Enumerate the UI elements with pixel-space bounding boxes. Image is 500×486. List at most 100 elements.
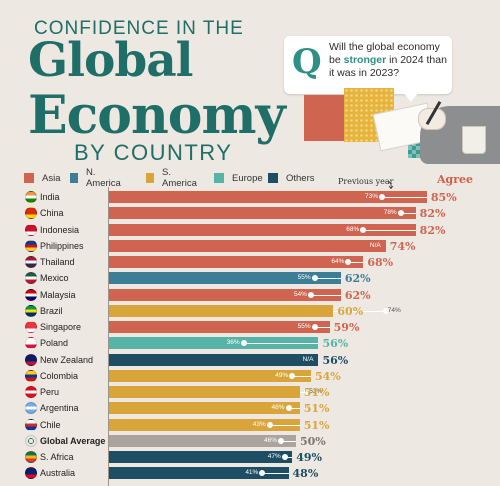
illustration-red-block: [304, 95, 344, 141]
previous-year-dot: [379, 194, 386, 200]
legend-swatch: [214, 173, 224, 183]
country-label: Chile: [40, 419, 61, 430]
previous-year-dot: [281, 454, 288, 460]
previous-year-dot: [289, 373, 296, 379]
flag-icon: [25, 207, 37, 219]
previous-year-dot: [304, 389, 311, 395]
flag-icon: [25, 354, 37, 366]
flag-icon: [25, 191, 37, 203]
title-global: Global: [28, 33, 194, 88]
previous-year-line: [314, 277, 341, 279]
flag-icon: [25, 435, 37, 447]
flag-icon: [25, 402, 37, 414]
country-label: India: [40, 191, 60, 202]
bar: [109, 207, 416, 219]
question-part-2: in 2024 than it was in 2023?: [329, 54, 447, 79]
previous-year-dot: [240, 340, 247, 346]
previous-year-dot: [382, 308, 389, 314]
flag-icon: [25, 467, 37, 479]
previous-year-line: [310, 294, 341, 296]
previous-year-line: [288, 407, 300, 409]
question-bubble-tail: [403, 92, 419, 102]
flag-icon: [25, 240, 37, 252]
legend-item: S. America: [146, 167, 199, 189]
question-text: Will the global economy be stronger in 2…: [329, 41, 447, 80]
value-label: 62%: [344, 271, 371, 285]
country-label: Argentina: [40, 402, 79, 413]
bar: [109, 354, 319, 366]
legend-label: S. America: [162, 167, 197, 189]
country-label: Philippines: [40, 240, 84, 251]
legend-label: Europe: [232, 172, 263, 184]
value-label: 51%: [303, 418, 330, 432]
value-label: 56%: [322, 353, 349, 367]
country-label: S. Africa: [40, 451, 74, 462]
previous-year-dot: [311, 324, 318, 330]
value-label: 51%: [303, 385, 330, 399]
legend-label: Asia: [42, 172, 61, 184]
legend-item: N. America: [70, 167, 123, 189]
flag-icon: [25, 419, 37, 431]
bar: [109, 224, 416, 236]
bar: [109, 191, 427, 203]
title-line-1: CONFIDENCE IN THE: [34, 18, 244, 39]
previous-year-label: 36%: [226, 339, 240, 346]
country-label: Global Average: [40, 435, 106, 446]
illustration-hand: [418, 108, 446, 130]
illustration-cup: [462, 126, 486, 154]
flag-icon: [25, 321, 37, 333]
previous-year-line: [299, 391, 308, 393]
previous-year-dot: [360, 227, 367, 233]
previous-year-dot: [345, 259, 352, 265]
legend-swatch: [268, 173, 278, 183]
value-label: 59%: [333, 320, 360, 334]
previous-year-line: [269, 424, 300, 426]
country-label: New Zealand: [40, 354, 94, 365]
value-label: 62%: [344, 288, 371, 302]
value-label: 49%: [296, 450, 323, 464]
previous-year-label: N/A: [302, 356, 314, 363]
question-part-1: Will the global economy be: [329, 41, 440, 66]
question-emphasis: stronger: [343, 54, 387, 66]
previous-year-label: 74%: [387, 307, 401, 314]
title-by-country: BY COUNTRY: [74, 140, 233, 165]
previous-year-dot: [285, 405, 292, 411]
bar: [109, 240, 386, 252]
previous-year-dot: [266, 422, 273, 428]
bar: [109, 305, 334, 317]
legend-swatch: [24, 173, 34, 183]
bar: [109, 386, 300, 398]
value-label: 85%: [430, 190, 457, 204]
country-label: China: [40, 207, 64, 218]
country-label: Thailand: [40, 256, 75, 267]
arrow-down-icon: [386, 181, 394, 189]
bar: [109, 337, 319, 349]
flag-icon: [25, 451, 37, 463]
question-bubble: [284, 36, 452, 94]
previous-year-label: 53%: [309, 388, 323, 395]
previous-year-line: [400, 212, 416, 214]
bar: [109, 289, 341, 301]
previous-year-dot: [278, 438, 285, 444]
value-label: 48%: [292, 466, 319, 480]
value-label: 51%: [303, 401, 330, 415]
previous-year-label: 55%: [297, 323, 311, 330]
value-label: 74%: [389, 239, 416, 253]
flag-icon: [25, 272, 37, 284]
country-label: Poland: [40, 337, 69, 348]
previous-year-label: 43%: [252, 421, 266, 428]
flag-icon: [25, 370, 37, 382]
country-label: Singapore: [40, 321, 82, 332]
flag-icon: [25, 224, 37, 236]
previous-year-line: [348, 261, 364, 263]
previous-year-label: Previous year: [338, 177, 394, 186]
previous-year-label: 68%: [346, 226, 360, 233]
value-label: 82%: [419, 206, 446, 220]
previous-year-label: 48%: [271, 404, 285, 411]
previous-year-label: N/A: [369, 242, 381, 249]
country-label: Colombia: [40, 370, 79, 381]
q-icon: Q: [292, 42, 322, 82]
country-label: Brazil: [40, 305, 63, 316]
bar: [109, 256, 364, 268]
previous-year-line: [382, 196, 427, 198]
